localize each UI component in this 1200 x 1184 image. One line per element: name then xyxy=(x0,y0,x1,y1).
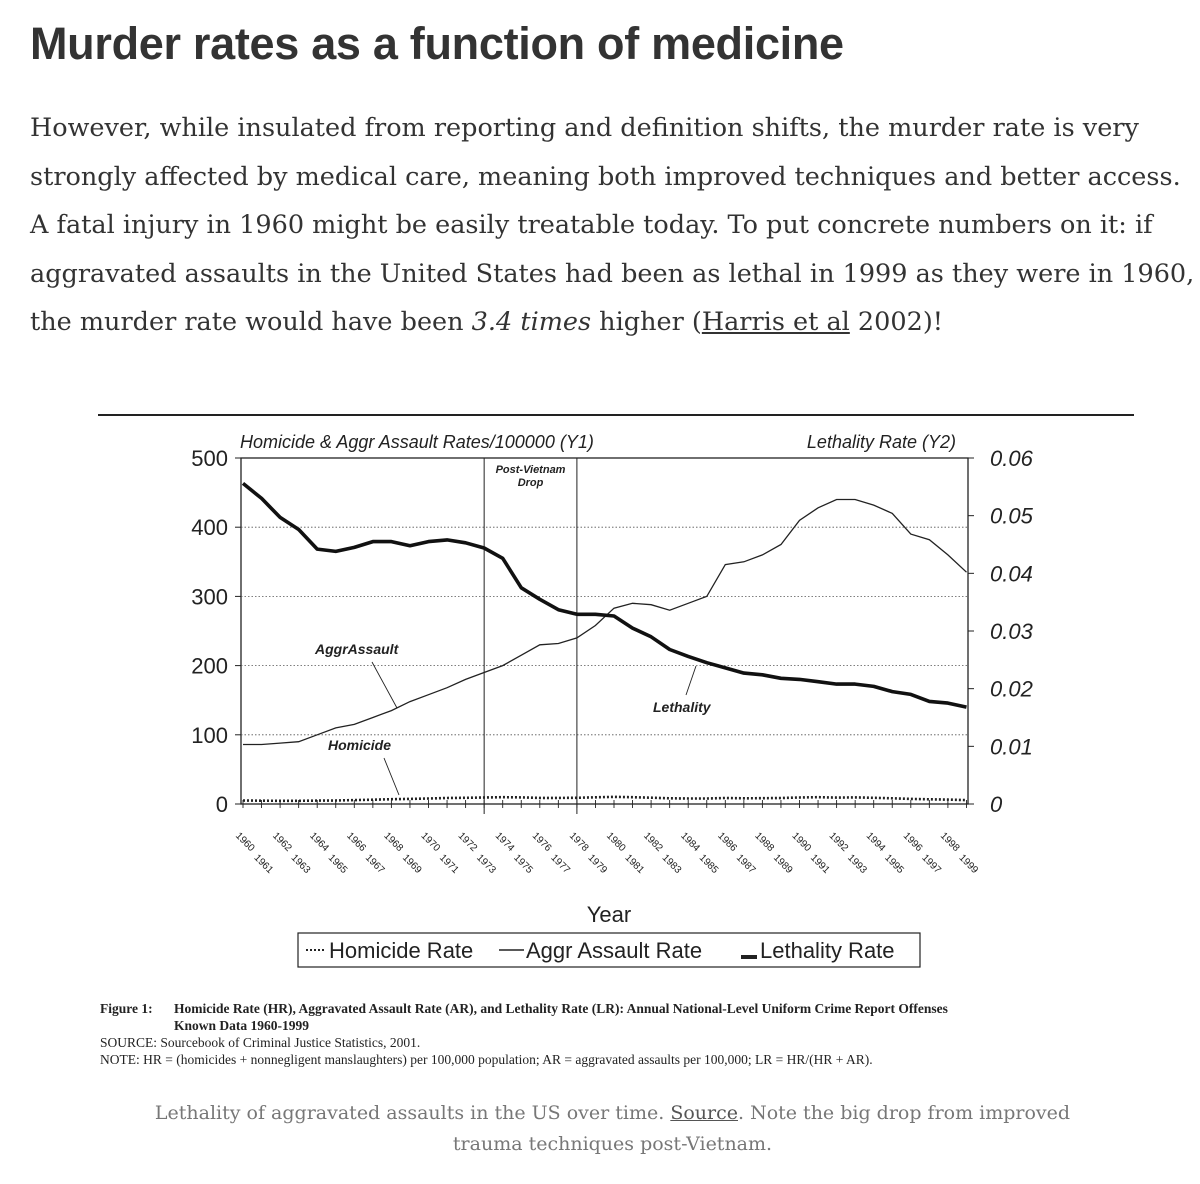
x-tick-label: 1973 xyxy=(474,852,498,876)
page-number: 141 xyxy=(88,1062,91,1082)
lethality-chart: Homicide & Aggr Assault Rates/100000 (Y1… xyxy=(88,414,1134,1082)
legend-lethality-label: Lethality Rate xyxy=(760,938,895,963)
x-tick-label: 1982 xyxy=(641,830,665,854)
x-tick-label: 1985 xyxy=(697,852,721,876)
source-link[interactable]: Source xyxy=(670,1102,738,1124)
legend-assault-label: Aggr Assault Rate xyxy=(526,938,702,963)
x-tick-label: 1966 xyxy=(344,830,368,854)
x-tick-label: 1978 xyxy=(567,830,591,854)
caption-text-1: Lethality of aggravated assaults in the … xyxy=(154,1102,671,1124)
y2-tick-label: 0.02 xyxy=(990,677,1033,702)
series-aggr-assault-rate xyxy=(243,498,967,746)
x-tick-label: 1972 xyxy=(456,830,480,854)
x-tick-label: 1992 xyxy=(827,830,851,854)
aggr-assault-leader xyxy=(371,661,398,709)
x-tick-label: 1984 xyxy=(678,830,702,854)
x-tick-label: 1995 xyxy=(882,852,906,876)
page-title: Murder rates as a function of medicine xyxy=(30,18,844,69)
y1-tick-label: 0 xyxy=(216,792,228,817)
drop-label: Drop xyxy=(518,477,544,489)
figure-image: Homicide & Aggr Assault Rates/100000 (Y1… xyxy=(88,408,1143,1088)
harris-link[interactable]: Harris et al xyxy=(701,307,850,337)
x-tick-label: 1967 xyxy=(363,852,387,876)
y1-title: Homicide & Aggr Assault Rates/100000 (Y1… xyxy=(240,432,594,452)
figure-note-text: NOTE: HR = (homicides + nonnegligent man… xyxy=(100,1052,873,1067)
figure-caption: Lethality of aggravated assaults in the … xyxy=(150,1098,1075,1160)
x-axis-title: Year xyxy=(587,902,631,927)
legend: Homicide Rate Aggr Assault Rate Lethalit… xyxy=(297,932,921,968)
paragraph-text-2: higher ( xyxy=(591,307,702,337)
y1-tick-label: 300 xyxy=(191,584,228,609)
legend-homicide-label: Homicide Rate xyxy=(329,938,473,963)
x-tick-label: 1997 xyxy=(919,852,943,876)
series-lethality-rate xyxy=(241,481,967,709)
x-tick-label: 1963 xyxy=(289,852,313,876)
x-tick-label: 1990 xyxy=(790,830,814,854)
y2-tick-label: 0.06 xyxy=(990,446,1034,471)
figure-title-line2: Known Data 1960-1999 xyxy=(174,1018,309,1033)
x-tick-label: 1994 xyxy=(864,830,888,854)
paragraph-text-3: 2002)! xyxy=(849,307,944,337)
x-tick-label: 1987 xyxy=(734,852,758,876)
body-paragraph: However, while insulated from reporting … xyxy=(30,104,1200,347)
x-tick-label: 1977 xyxy=(548,852,572,876)
paragraph-emphasis: 3.4 times xyxy=(471,307,592,337)
x-tick-label: 1983 xyxy=(660,852,684,876)
plot-area: 0 100 200 300 400 500 0 0.01 0.02 0.03 0.04 0.05 0.0… xyxy=(191,446,1033,876)
y2-tick-label: 0.04 xyxy=(990,561,1033,586)
x-tick-label: 1961 xyxy=(252,852,276,876)
y1-tick-label: 500 xyxy=(191,446,228,471)
figure-title-line1: Homicide Rate (HR), Aggravated Assault R… xyxy=(174,1001,948,1016)
post-vietnam-label: Post-Vietnam xyxy=(496,464,566,476)
x-tick-label: 1969 xyxy=(400,852,424,876)
x-tick-label: 1975 xyxy=(511,852,535,876)
y2-title: Lethality Rate (Y2) xyxy=(807,432,956,452)
x-tick-label: 1980 xyxy=(604,830,628,854)
y2-tick-label: 0.03 xyxy=(990,619,1034,644)
legend-box xyxy=(297,932,921,968)
x-tick-label: 1988 xyxy=(752,830,776,854)
x-tick-label: 1996 xyxy=(901,830,925,854)
y1-tick-label: 100 xyxy=(191,723,228,748)
aggr-assault-annotation: AggrAssault xyxy=(314,641,400,657)
lethality-annotation: Lethality xyxy=(653,699,712,715)
x-tick-label: 1970 xyxy=(419,830,443,854)
x-tick-label: 1974 xyxy=(493,830,517,854)
x-tick-label: 1986 xyxy=(715,830,739,854)
x-tick-label: 1960 xyxy=(233,830,257,854)
figure-label: Figure 1: xyxy=(100,1001,153,1016)
x-tick-label: 1993 xyxy=(845,852,869,876)
x-tick-label: 1998 xyxy=(938,830,962,854)
x-tick-label: 1981 xyxy=(623,852,647,876)
x-tick-label: 1979 xyxy=(585,852,609,876)
figure-source: SOURCE: Sourcebook of Criminal Justice S… xyxy=(100,1035,420,1050)
series-homicide-rate xyxy=(242,795,967,803)
x-tick-label: 1989 xyxy=(771,852,795,876)
x-tick-label: 1962 xyxy=(270,830,294,854)
x-tick-label: 1999 xyxy=(956,852,980,876)
x-tick-label: 1968 xyxy=(381,830,405,854)
y1-tick-label: 200 xyxy=(191,654,228,679)
figure-note: Figure 1: Homicide Rate (HR), Aggravated… xyxy=(88,1001,948,1082)
x-tick-label: 1976 xyxy=(530,830,554,854)
paragraph-text-1: However, while insulated from reporting … xyxy=(30,113,1195,337)
homicide-annotation: Homicide xyxy=(328,737,391,753)
lethality-leader xyxy=(685,665,697,696)
x-tick-label: 1965 xyxy=(326,852,350,876)
x-tick-label: 1991 xyxy=(808,852,832,876)
y2-tick-label: 0.01 xyxy=(990,734,1033,759)
x-tick-label: 1971 xyxy=(437,852,461,876)
y1-tick-label: 400 xyxy=(191,515,228,540)
caption-text-2: . Note the big drop from improved trauma… xyxy=(452,1102,1071,1155)
y2-tick-label: 0 xyxy=(990,792,1003,817)
x-tick-label: 1964 xyxy=(307,830,331,854)
homicide-leader xyxy=(383,757,400,796)
y2-tick-label: 0.05 xyxy=(990,504,1034,529)
